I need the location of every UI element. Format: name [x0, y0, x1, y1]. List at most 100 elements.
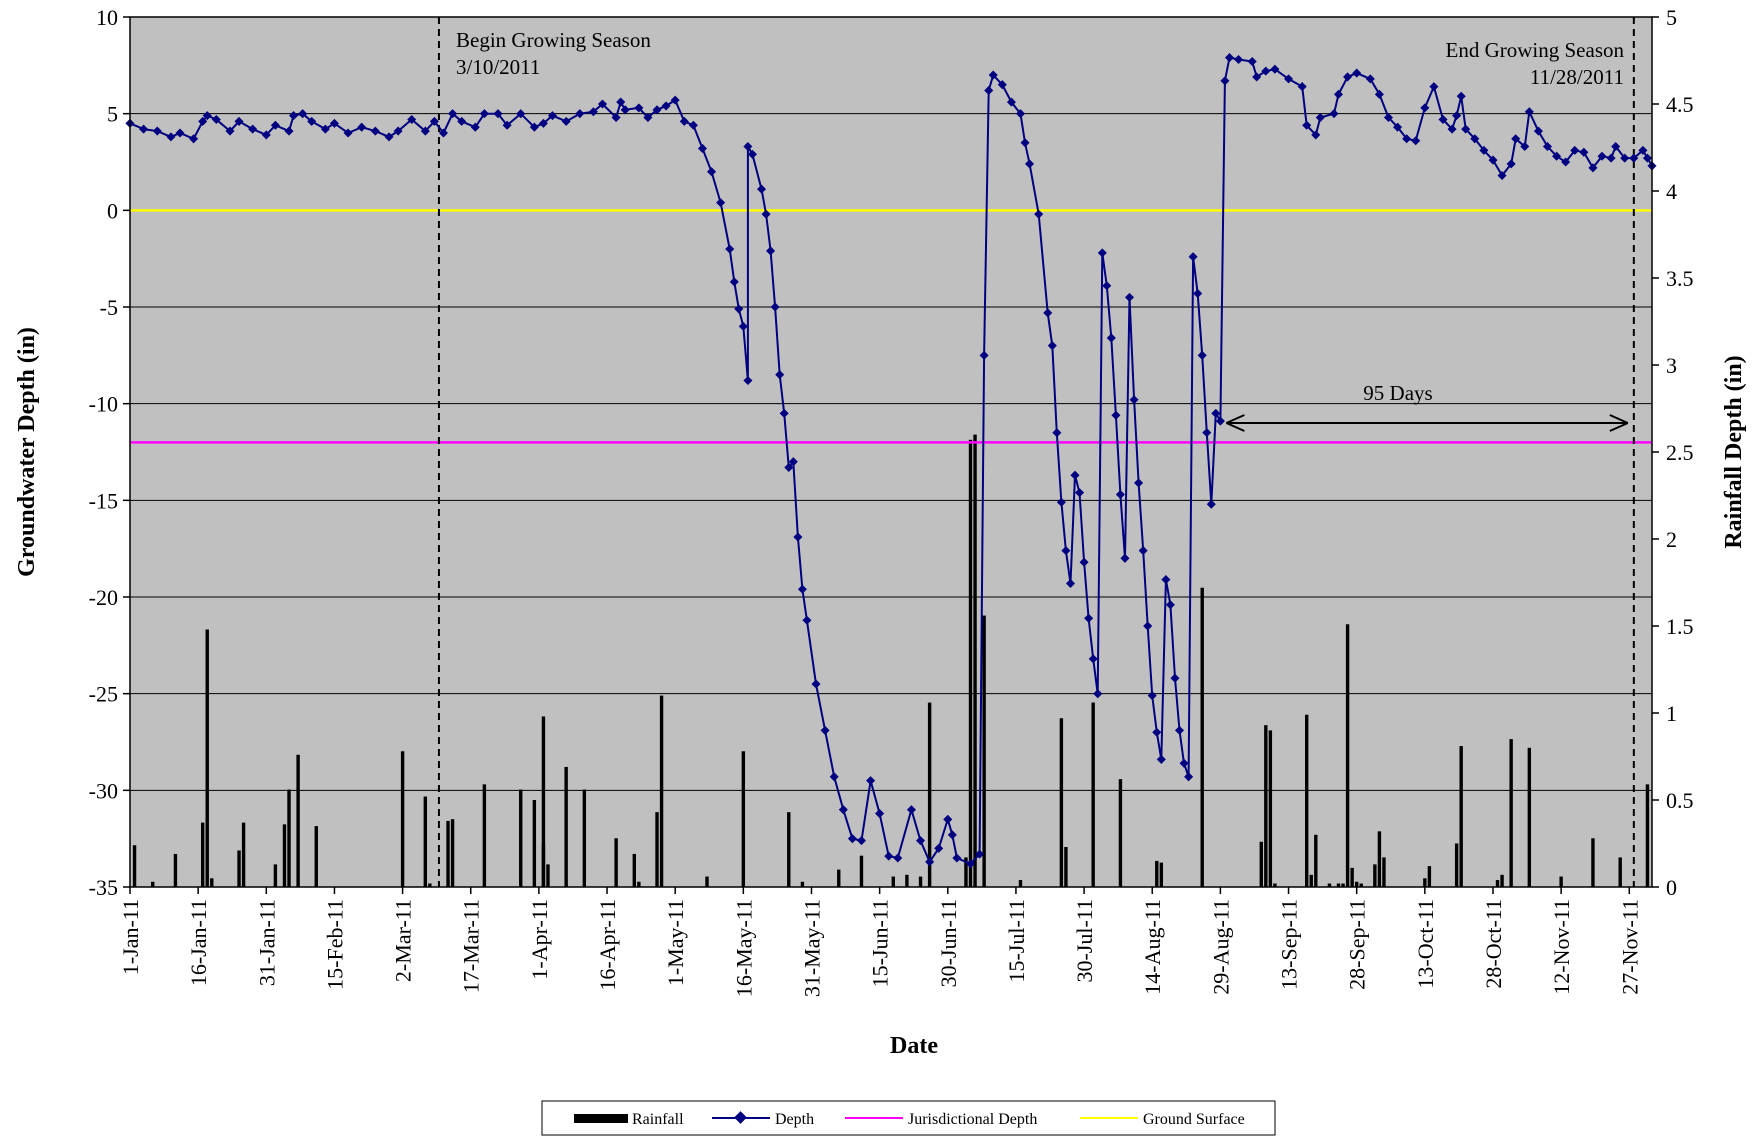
depth-point — [1006, 97, 1016, 107]
depth-point — [1402, 134, 1412, 144]
rainfall-bar — [982, 615, 986, 887]
depth-point — [538, 118, 548, 128]
rainfall-bar — [541, 716, 546, 887]
depth-point — [1411, 136, 1421, 146]
depth-point — [1333, 89, 1344, 99]
depth-point — [1184, 772, 1194, 782]
rainfall-bar — [1559, 876, 1563, 887]
rainfall-bar — [314, 826, 318, 887]
depth-point — [965, 859, 976, 869]
x-tick-label: 14-Aug-11 — [1140, 899, 1165, 995]
rainfall-bar — [1645, 784, 1650, 887]
rainfall-bar — [482, 784, 487, 887]
rainfall-bar — [705, 876, 709, 887]
rainfall-bar — [1159, 862, 1164, 887]
depth-point — [429, 116, 439, 126]
depth-point — [329, 118, 339, 128]
depth-point — [1215, 416, 1225, 426]
end-season-date: 11/28/2011 — [1530, 65, 1624, 89]
rainfall-bar — [1264, 725, 1268, 887]
depth-point — [1079, 557, 1089, 567]
depth-point — [906, 805, 916, 815]
depth-point — [493, 109, 503, 119]
depth-point — [597, 99, 608, 109]
y-tick-label: -20 — [89, 585, 118, 610]
depth-point — [725, 244, 735, 254]
depth-point — [988, 70, 998, 80]
rainfall-bar — [1495, 880, 1500, 887]
depth-point — [1165, 600, 1175, 610]
depth-point — [1297, 82, 1307, 92]
y2-tick-label: 4.5 — [1666, 92, 1694, 117]
rainfall-bar — [1314, 834, 1318, 887]
rainfall-bar — [659, 695, 664, 887]
y2-tick-label: 0 — [1666, 875, 1677, 900]
rainfall-bar — [1059, 718, 1064, 887]
depth-point — [1438, 114, 1448, 125]
y2-tick-label: 2 — [1666, 527, 1677, 552]
depth-point — [1084, 613, 1094, 623]
rainfall-bar — [1618, 857, 1622, 887]
x-tick-label: 1-Apr-11 — [527, 899, 552, 980]
plot-area — [130, 17, 1652, 887]
rainfall-bar — [1423, 878, 1427, 887]
x-tick-label: 31-Jan-11 — [254, 899, 279, 986]
y2-tick-label: 1.5 — [1666, 614, 1694, 639]
y2-tick-label: 3 — [1666, 353, 1677, 378]
rainfall-bar — [1459, 746, 1463, 887]
legend-ground-label: Ground Surface — [1143, 1111, 1245, 1128]
x-tick-label: 31-May-11 — [799, 899, 824, 997]
depth-point — [952, 853, 962, 863]
x-tick-label: 16-Apr-11 — [595, 899, 620, 991]
rainfall-bar — [1359, 883, 1363, 887]
rainfall-bar — [1341, 883, 1345, 887]
depth-point — [407, 114, 417, 124]
rainfall-bar — [1309, 874, 1313, 887]
depth-point — [1025, 159, 1035, 169]
depth-point — [1056, 497, 1066, 507]
x-tick-label: 30-Jun-11 — [936, 899, 961, 987]
rainfall-bar — [891, 876, 895, 887]
depth-point — [979, 350, 989, 360]
depth-point — [829, 772, 839, 782]
depth-point — [856, 836, 867, 846]
y2-axis-title: Rainfall Depth (in) — [1721, 355, 1747, 548]
end-season-label: End Growing Season — [1446, 38, 1625, 62]
depth-point — [448, 109, 458, 119]
rainfall-bar — [1091, 702, 1095, 887]
x-tick-label: 30-Jul-11 — [1072, 899, 1097, 983]
depth-point — [1047, 341, 1057, 351]
rainfall-bar — [1064, 846, 1068, 887]
rainfall-bar — [1454, 843, 1459, 887]
depth-point — [784, 462, 794, 472]
rainfall-bar — [546, 864, 550, 887]
y-tick-label: -25 — [89, 682, 118, 707]
y-tick-label: 0 — [107, 198, 118, 223]
depth-point — [802, 615, 812, 625]
rainfall-bar — [532, 800, 537, 887]
rainfall-bar — [1345, 624, 1350, 887]
x-tick-label: 17-Mar-11 — [459, 899, 484, 993]
legend: Rainfall Depth Jurisdictional Depth Grou… — [541, 1100, 1276, 1136]
depth-point — [575, 109, 585, 119]
depth-point — [652, 105, 662, 115]
depth-point — [298, 109, 308, 119]
rainfall-bar — [1268, 730, 1273, 887]
depth-point — [734, 304, 744, 314]
legend-rainfall-label: Rainfall — [632, 1111, 684, 1128]
rainfall-bar — [741, 751, 746, 887]
depth-point — [1106, 333, 1116, 343]
depth-point — [661, 101, 671, 111]
rainfall-bar — [287, 789, 291, 887]
y-tick-label: -30 — [89, 778, 118, 803]
rainfall-bar — [428, 883, 432, 887]
depth-point — [320, 124, 330, 134]
y2-tick-label: 2.5 — [1666, 440, 1694, 465]
rainfall-bar — [273, 864, 278, 887]
x-tick-label: 28-Oct-11 — [1481, 899, 1506, 989]
x-tick-label: 12-Nov-11 — [1549, 899, 1574, 995]
rainfall-bar — [1500, 874, 1504, 887]
x-tick-label: 1-May-11 — [663, 899, 688, 986]
y-tick-label: -15 — [89, 488, 118, 513]
legend-jurisdictional-label: Jurisdictional Depth — [908, 1111, 1037, 1128]
